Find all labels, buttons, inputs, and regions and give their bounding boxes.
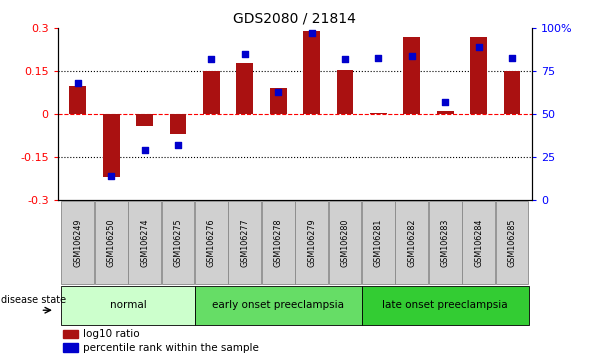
FancyBboxPatch shape bbox=[295, 201, 328, 284]
FancyBboxPatch shape bbox=[362, 201, 395, 284]
Text: disease state: disease state bbox=[1, 296, 66, 306]
FancyBboxPatch shape bbox=[496, 201, 528, 284]
Bar bbox=[170, 114, 186, 134]
Text: GSM106250: GSM106250 bbox=[106, 218, 116, 267]
Bar bbox=[503, 71, 520, 114]
Text: GSM106283: GSM106283 bbox=[441, 218, 450, 267]
FancyBboxPatch shape bbox=[362, 286, 529, 325]
Text: GSM106284: GSM106284 bbox=[474, 218, 483, 267]
Bar bbox=[270, 88, 286, 114]
Text: normal: normal bbox=[109, 300, 147, 310]
Bar bbox=[404, 37, 420, 114]
Bar bbox=[470, 37, 487, 114]
Point bbox=[240, 51, 250, 57]
FancyBboxPatch shape bbox=[61, 286, 195, 325]
FancyBboxPatch shape bbox=[328, 201, 361, 284]
FancyBboxPatch shape bbox=[429, 201, 461, 284]
Text: GSM106281: GSM106281 bbox=[374, 218, 383, 267]
Point bbox=[106, 173, 116, 179]
FancyBboxPatch shape bbox=[162, 201, 195, 284]
Text: percentile rank within the sample: percentile rank within the sample bbox=[83, 343, 259, 353]
Point bbox=[373, 55, 383, 60]
Text: GSM106280: GSM106280 bbox=[340, 218, 350, 267]
Text: GSM106277: GSM106277 bbox=[240, 218, 249, 267]
Point bbox=[173, 142, 183, 148]
Bar bbox=[370, 113, 387, 114]
Text: GSM106274: GSM106274 bbox=[140, 218, 149, 267]
Text: GSM106249: GSM106249 bbox=[74, 218, 82, 267]
Point bbox=[140, 147, 150, 153]
Bar bbox=[337, 70, 353, 114]
Text: late onset preeclampsia: late onset preeclampsia bbox=[382, 300, 508, 310]
Text: GSM106278: GSM106278 bbox=[274, 218, 283, 267]
FancyBboxPatch shape bbox=[195, 201, 228, 284]
Point bbox=[274, 89, 283, 95]
FancyBboxPatch shape bbox=[462, 201, 495, 284]
Bar bbox=[136, 114, 153, 126]
Text: GSM106282: GSM106282 bbox=[407, 218, 416, 267]
Point bbox=[207, 56, 216, 62]
Point bbox=[407, 53, 416, 59]
FancyBboxPatch shape bbox=[95, 201, 128, 284]
Text: GSM106275: GSM106275 bbox=[173, 218, 182, 267]
Bar bbox=[203, 71, 219, 114]
FancyBboxPatch shape bbox=[229, 201, 261, 284]
Text: log10 ratio: log10 ratio bbox=[83, 329, 140, 339]
Bar bbox=[103, 114, 120, 177]
Text: GSM106279: GSM106279 bbox=[307, 218, 316, 267]
Point bbox=[474, 44, 483, 50]
Bar bbox=[69, 86, 86, 114]
Point bbox=[306, 31, 316, 36]
Bar bbox=[63, 343, 78, 352]
Bar bbox=[303, 31, 320, 114]
Bar bbox=[437, 111, 454, 114]
Point bbox=[440, 99, 450, 105]
Title: GDS2080 / 21814: GDS2080 / 21814 bbox=[233, 12, 356, 26]
Point bbox=[507, 55, 517, 60]
Text: GSM106285: GSM106285 bbox=[508, 218, 516, 267]
Point bbox=[73, 80, 83, 86]
FancyBboxPatch shape bbox=[395, 201, 428, 284]
Text: early onset preeclampsia: early onset preeclampsia bbox=[212, 300, 344, 310]
FancyBboxPatch shape bbox=[262, 201, 294, 284]
Point bbox=[340, 56, 350, 62]
FancyBboxPatch shape bbox=[61, 201, 94, 284]
Bar bbox=[237, 63, 253, 114]
FancyBboxPatch shape bbox=[128, 201, 161, 284]
Text: GSM106276: GSM106276 bbox=[207, 218, 216, 267]
FancyBboxPatch shape bbox=[195, 286, 362, 325]
Bar bbox=[63, 330, 78, 338]
